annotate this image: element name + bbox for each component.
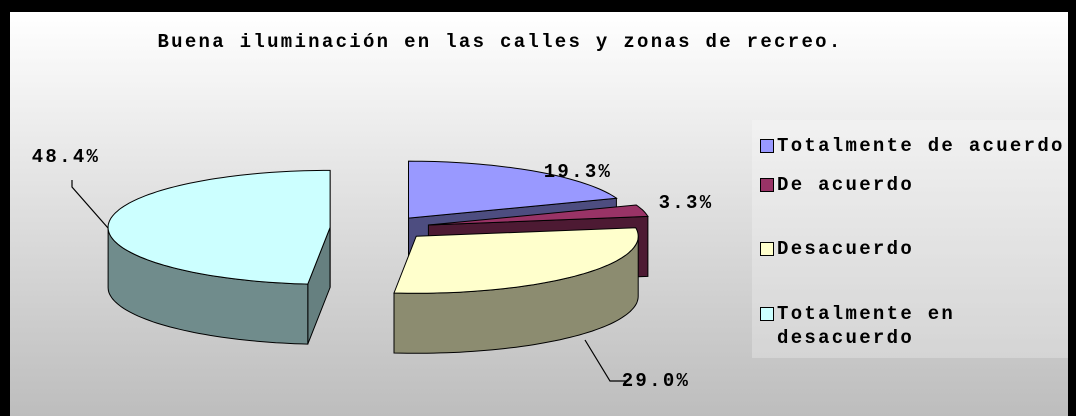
legend-item: Desacuerdo — [760, 237, 914, 261]
data-label: 19.3% — [544, 161, 613, 183]
leader-line — [584, 339, 627, 382]
legend: Totalmente de acuerdo De acuerdo Desacuerd… — [752, 120, 1068, 358]
legend-item: Totalmente de acuerdo — [760, 134, 1065, 158]
legend-swatch — [760, 242, 774, 256]
data-label: 29.0% — [622, 370, 691, 392]
chart-title: Buena iluminación en las calles y zonas … — [157, 31, 842, 53]
legend-label: Totalmente en desacuerdo — [777, 303, 956, 349]
legend-swatch — [760, 178, 774, 192]
data-label: 48.4% — [32, 146, 101, 168]
slice — [393, 227, 639, 294]
slice — [428, 204, 649, 226]
legend-item: De acuerdo — [760, 173, 914, 197]
plot-area: Buena iluminación en las calles y zonas … — [10, 12, 1068, 416]
leader-line — [71, 180, 109, 229]
data-label: 3.3% — [659, 192, 714, 214]
legend-label: De acuerdo — [777, 174, 915, 196]
legend-item: Totalmente en desacuerdo — [760, 302, 997, 350]
slice — [107, 169, 331, 285]
chart: Buena iluminación en las calles y zonas … — [32, 31, 842, 392]
legend-swatch — [760, 307, 774, 321]
legend-label: Totalmente de acuerdo — [777, 135, 1065, 157]
legend-label: Desacuerdo — [777, 238, 915, 260]
legend-swatch — [760, 139, 774, 153]
slice — [408, 160, 618, 219]
